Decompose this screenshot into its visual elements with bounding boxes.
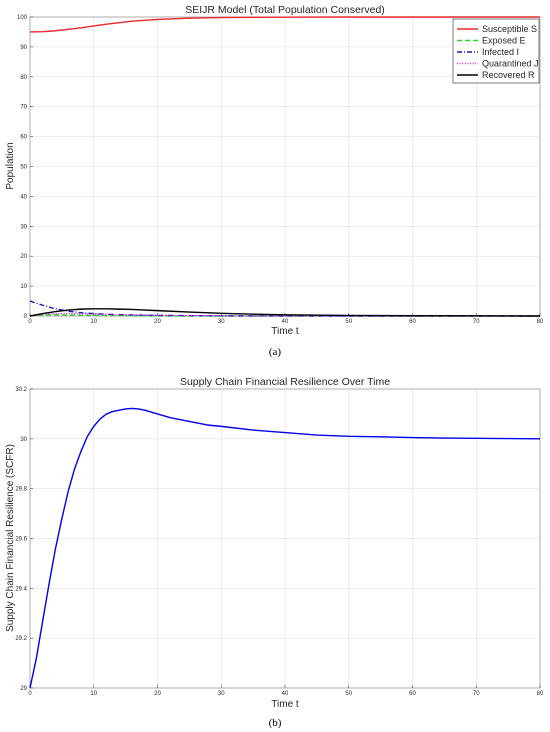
chart-a-x-ticks: 0 10 20 30 40 50 60 70 80: [28, 313, 544, 325]
a-series-line-quarantined-j: [29, 312, 540, 317]
b-ytick-label: 30.2: [15, 387, 27, 393]
b-xtick-label: 40: [282, 691, 289, 697]
chart-a-ylabel: Population: [5, 142, 16, 189]
a-xtick-label: 10: [90, 319, 97, 325]
a-xtick-label: 40: [282, 319, 289, 325]
chart-a: SEIJR Model (Total Population Conserved)…: [5, 4, 544, 358]
chart-a-legend-entry: Exposed E: [482, 36, 526, 46]
b-series-line-0: [29, 407, 541, 689]
chart-b-ylabel: Supply Chain Financial Resilience (SCFR): [5, 444, 16, 632]
chart-a-xlabel: Time t: [271, 326, 299, 337]
chart-a-legend-entry: Susceptible S: [482, 24, 537, 34]
a-series-line-recovered-r: [29, 308, 541, 317]
a-xtick-label: 70: [473, 319, 480, 325]
chart-a-legend-entry: Recovered R: [482, 70, 535, 80]
a-xtick-label: 30: [218, 319, 225, 325]
a-ytick-label: 40: [20, 194, 27, 200]
chart-b-series: [29, 407, 541, 689]
chart-b-title: Supply Chain Financial Resilience Over T…: [180, 376, 390, 388]
b-ytick-label: 29.2: [15, 636, 27, 642]
b-xtick-label: 60: [409, 691, 416, 697]
chart-b-xlabel: Time t: [271, 699, 299, 710]
a-ytick-label: 100: [17, 15, 28, 21]
a-ytick-label: 20: [20, 254, 27, 260]
a-xtick-label: 0: [28, 319, 32, 325]
chart-a-series: [29, 16, 541, 317]
a-xtick-label: 50: [345, 319, 352, 325]
b-xtick-label: 0: [28, 691, 32, 697]
chart-b-y-ticks: 29 29.2 29.4 29.6 29.8 30 30.2: [15, 387, 33, 692]
chart-a-caption: (a): [269, 346, 282, 358]
a-ytick-label: 50: [20, 165, 27, 171]
a-xtick-label: 20: [154, 319, 161, 325]
chart-b-caption: (b): [269, 717, 282, 729]
b-ytick-label: 29.8: [15, 487, 27, 493]
chart-a-y-ticks: 0 10 20 30 40 50 60 70 80 90 100: [17, 15, 33, 320]
a-ytick-label: 60: [20, 135, 27, 141]
b-xtick-label: 30: [218, 691, 225, 697]
b-ytick-label: 30: [20, 437, 27, 443]
a-series-line-susceptible-s: [29, 16, 540, 33]
chart-a-legend-entry: Quarantined J: [482, 59, 539, 69]
a-ytick-label: 10: [20, 284, 27, 290]
b-ytick-label: 29.6: [15, 537, 27, 543]
a-series-line-exposed-e: [29, 314, 540, 317]
b-xtick-label: 20: [154, 691, 161, 697]
a-ytick-label: 90: [20, 45, 27, 51]
a-xtick-label: 60: [409, 319, 416, 325]
b-xtick-label: 50: [345, 691, 352, 697]
b-ytick-label: 29: [20, 686, 27, 692]
chart-a-legend-entry: Infected I: [482, 47, 519, 57]
b-xtick-label: 70: [473, 691, 480, 697]
chart-b: Supply Chain Financial Resilience Over T…: [5, 376, 544, 729]
a-ytick-label: 0: [24, 314, 28, 320]
b-xtick-label: 10: [90, 691, 97, 697]
a-xtick-label: 80: [537, 319, 544, 325]
chart-a-title: SEIJR Model (Total Population Conserved): [185, 4, 385, 16]
a-ytick-label: 70: [20, 105, 27, 111]
a-ytick-label: 30: [20, 224, 27, 230]
b-xtick-label: 80: [537, 691, 544, 697]
b-ytick-label: 29.4: [15, 586, 27, 592]
a-ytick-label: 80: [20, 75, 27, 81]
